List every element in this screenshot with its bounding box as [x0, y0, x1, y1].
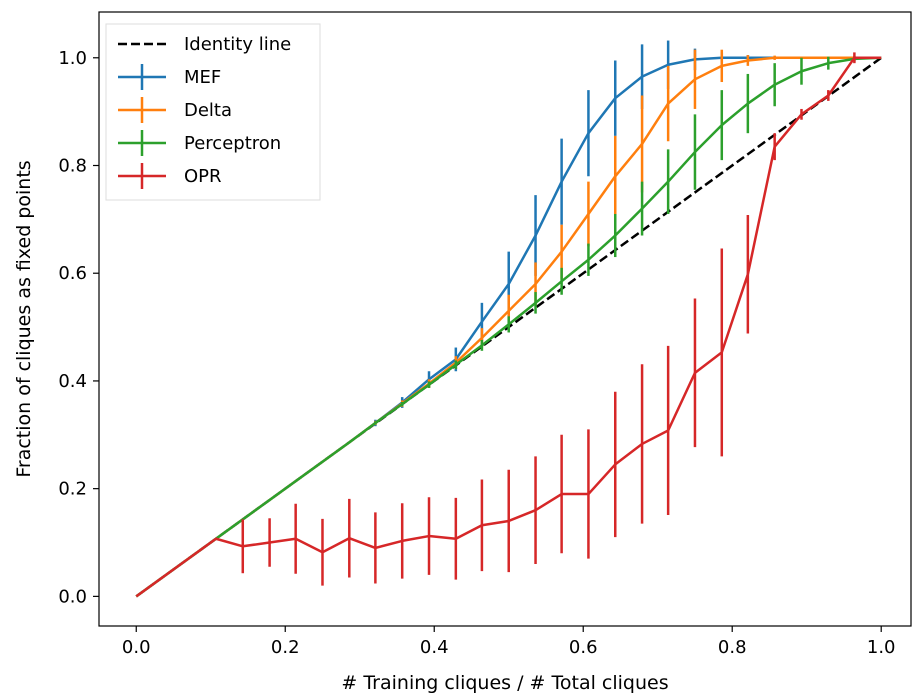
- series-perceptron: [135, 56, 882, 598]
- legend-label-delta: Delta: [184, 100, 232, 121]
- legend: Identity line MEF Delta Perceptron OPR: [105, 23, 321, 201]
- x-tick-label: 1.0: [867, 637, 896, 658]
- y-tick-label: 0.6: [58, 263, 87, 284]
- x-tick-label: 0.6: [569, 637, 598, 658]
- x-tick-label: 0.2: [271, 637, 300, 658]
- x-axis-label: # Training cliques / # Total cliques: [341, 672, 668, 694]
- y-tick-label: 1.0: [58, 48, 87, 69]
- legend-label-identity-line: Identity line: [184, 34, 291, 55]
- series-opr: [135, 52, 882, 598]
- y-tick-label: 0.2: [58, 479, 87, 500]
- axes-frame: [98, 11, 912, 627]
- x-tick-label: 0.0: [122, 637, 151, 658]
- x-tick-label: 0.8: [718, 637, 747, 658]
- y-tick-label: 0.4: [58, 371, 87, 392]
- legend-label-perceptron: Perceptron: [184, 133, 281, 154]
- plot-area: [135, 40, 882, 598]
- x-tick-label: 0.4: [420, 637, 449, 658]
- y-axis-label: Fraction of cliques as fixed points: [13, 160, 35, 477]
- legend-label-mef: MEF: [184, 67, 221, 88]
- y-tick-label: 0.8: [58, 156, 87, 177]
- y-tick-label: 0.0: [58, 586, 87, 607]
- legend-label-opr: OPR: [184, 166, 222, 187]
- axes: 0.0 0.2 0.4 0.6 0.8 1.0 0.0 0.2 0.4 0.6 0.8 1.0: [58, 11, 912, 658]
